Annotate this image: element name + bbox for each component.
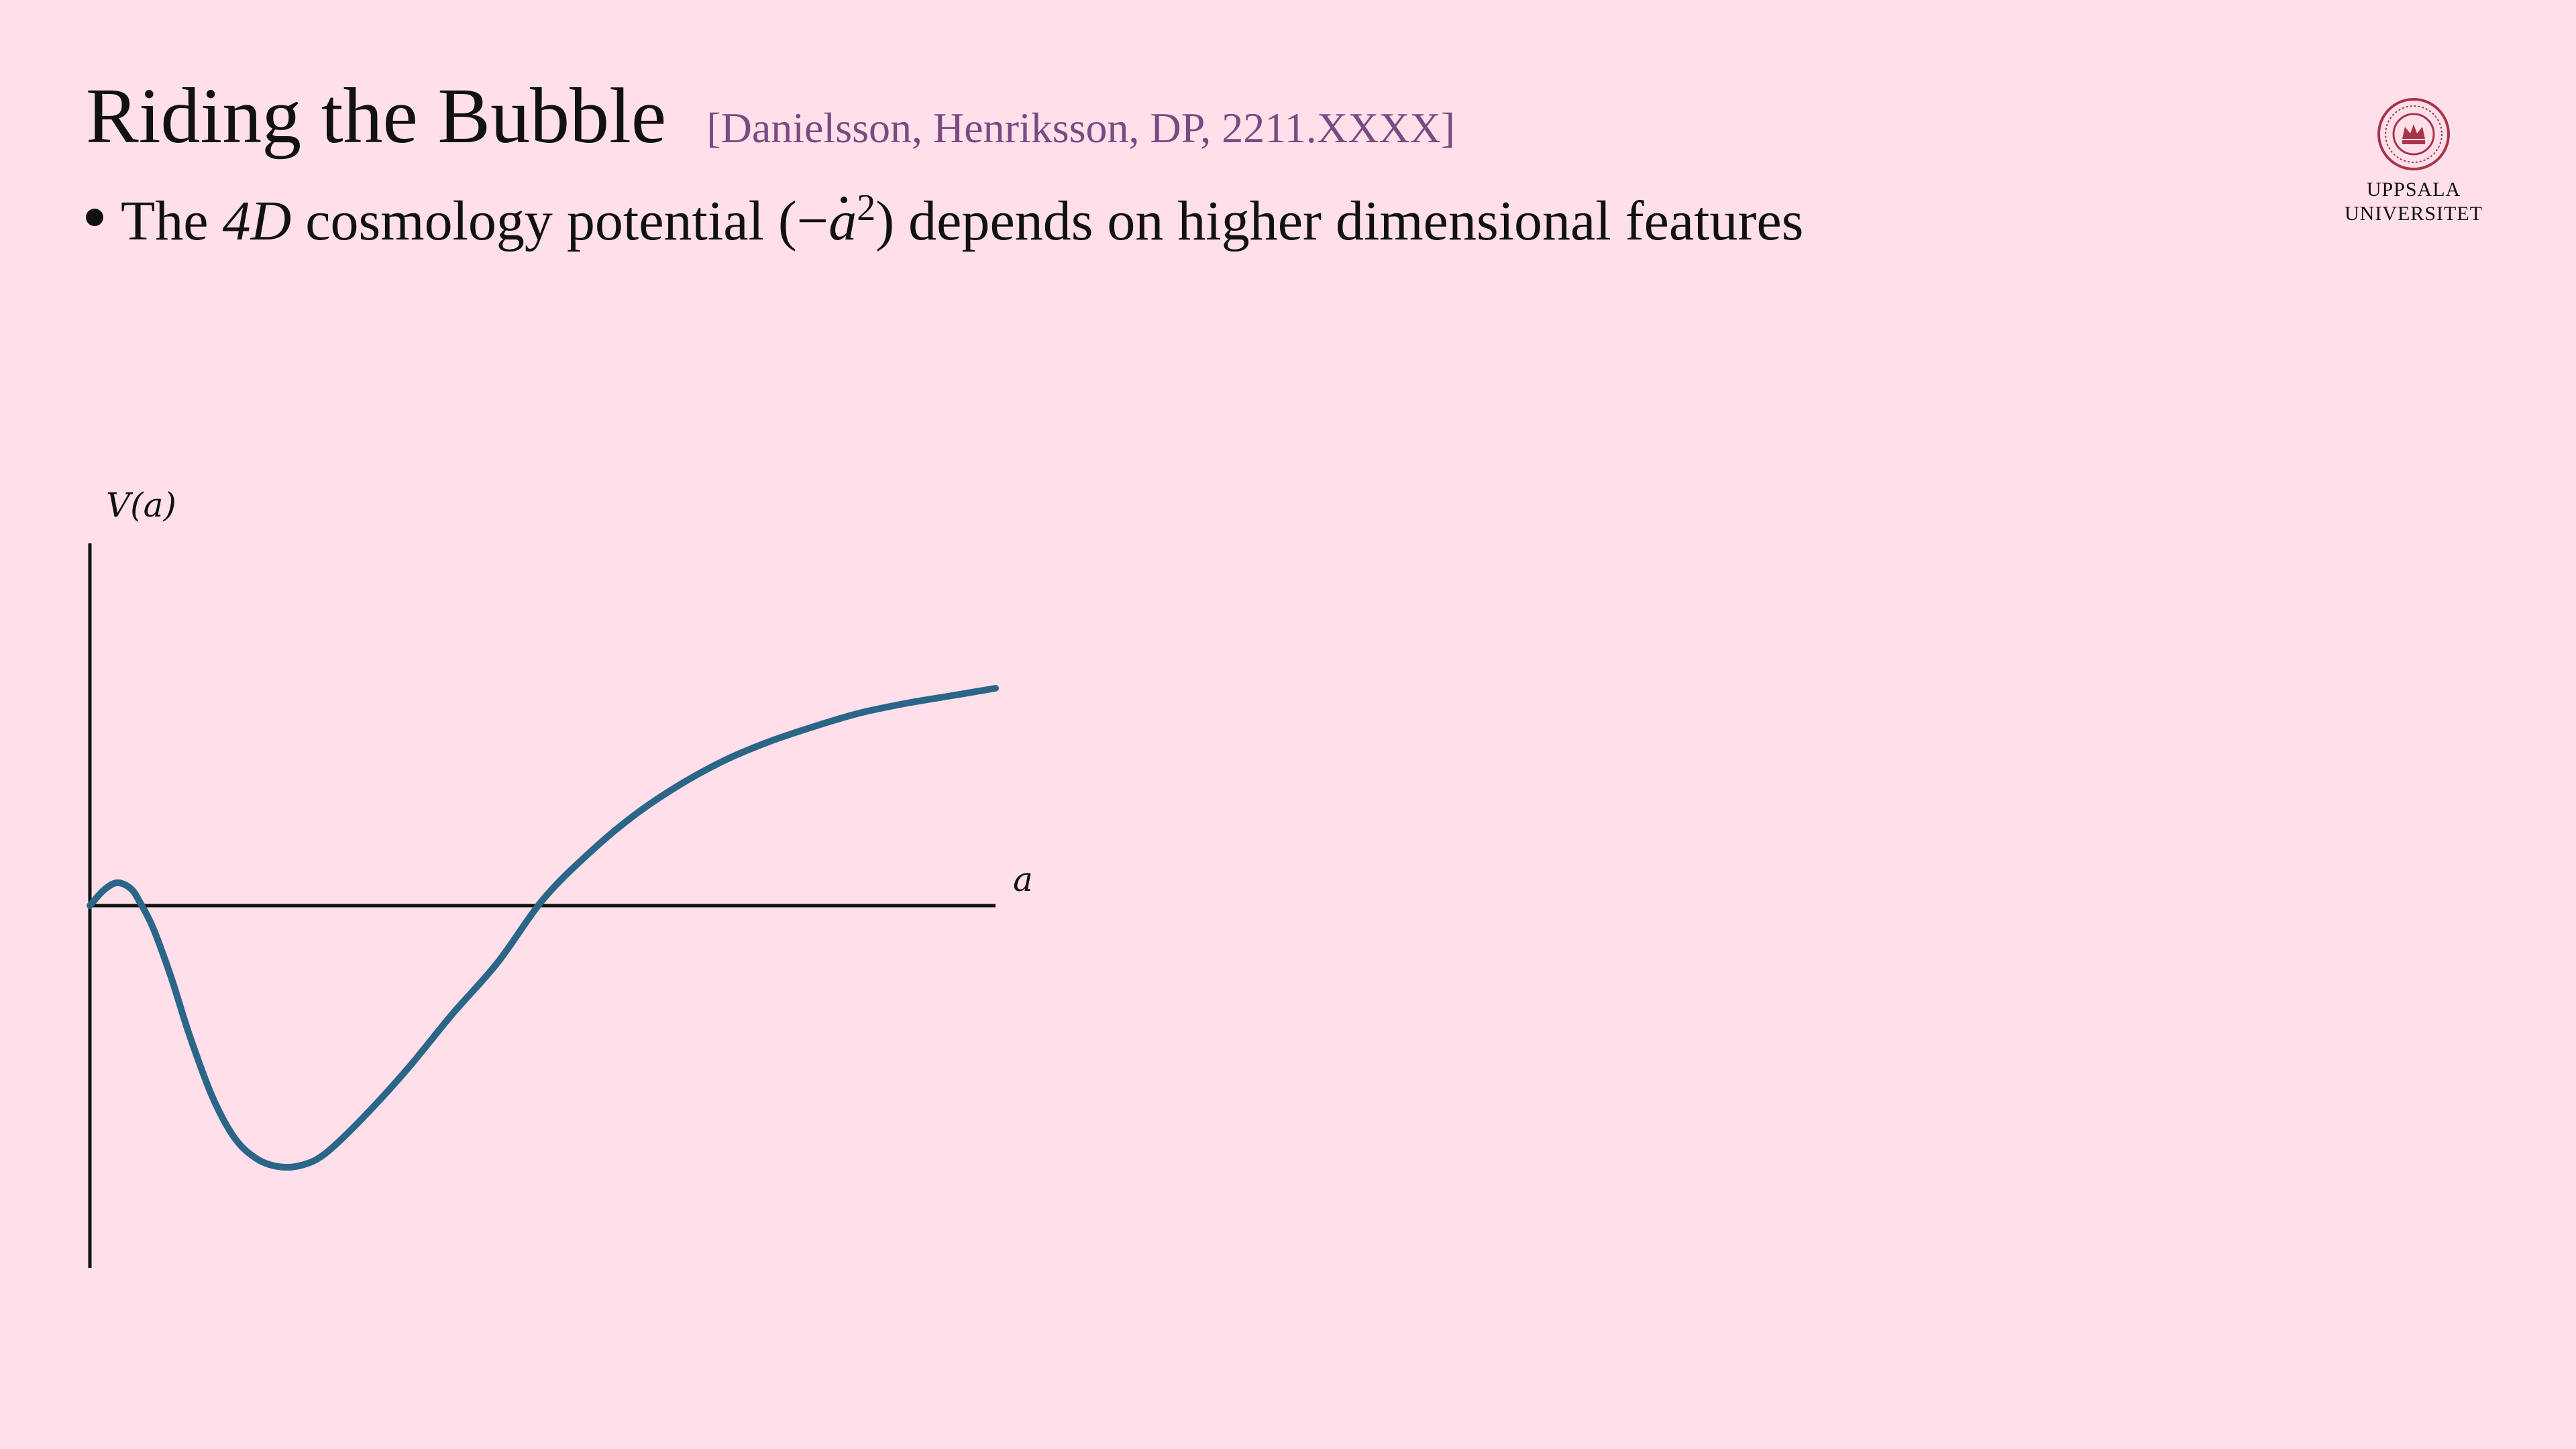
bullet-text-post: ) depends on higher dimensional features — [875, 190, 1804, 252]
bullet-exponent: 2 — [857, 187, 876, 229]
university-seal-icon — [2377, 98, 2450, 170]
potential-curve — [87, 685, 999, 1171]
bullet-text-mid: cosmology potential (− — [291, 190, 829, 252]
logo-line-1: UPPSALA — [2366, 178, 2461, 201]
bullet-text-pre: The — [121, 190, 223, 252]
x-axis-label: a — [1013, 860, 1033, 899]
bullet-dot-icon — [86, 209, 103, 226]
bullet-math-a-dot: a — [828, 190, 857, 252]
slide-header: Riding the Bubble [Danielsson, Henriksso… — [86, 70, 1455, 162]
bullet-text: The 4D cosmology potential (−a2) depends… — [121, 186, 1803, 254]
slide-title: Riding the Bubble — [86, 72, 667, 160]
bullet-point: The 4D cosmology potential (−a2) depends… — [86, 186, 1803, 254]
bullet-math-4d: 4D — [222, 190, 292, 252]
citation-reference: [Danielsson, Henriksson, DP, 2211.XXXX] — [706, 104, 1456, 152]
potential-chart: V(a) a — [87, 486, 1033, 1268]
y-axis-label: V(a) — [106, 486, 176, 525]
uppsala-logo: UPPSALA UNIVERSITET — [2333, 97, 2494, 226]
logo-line-2: UNIVERSITET — [2345, 203, 2483, 225]
